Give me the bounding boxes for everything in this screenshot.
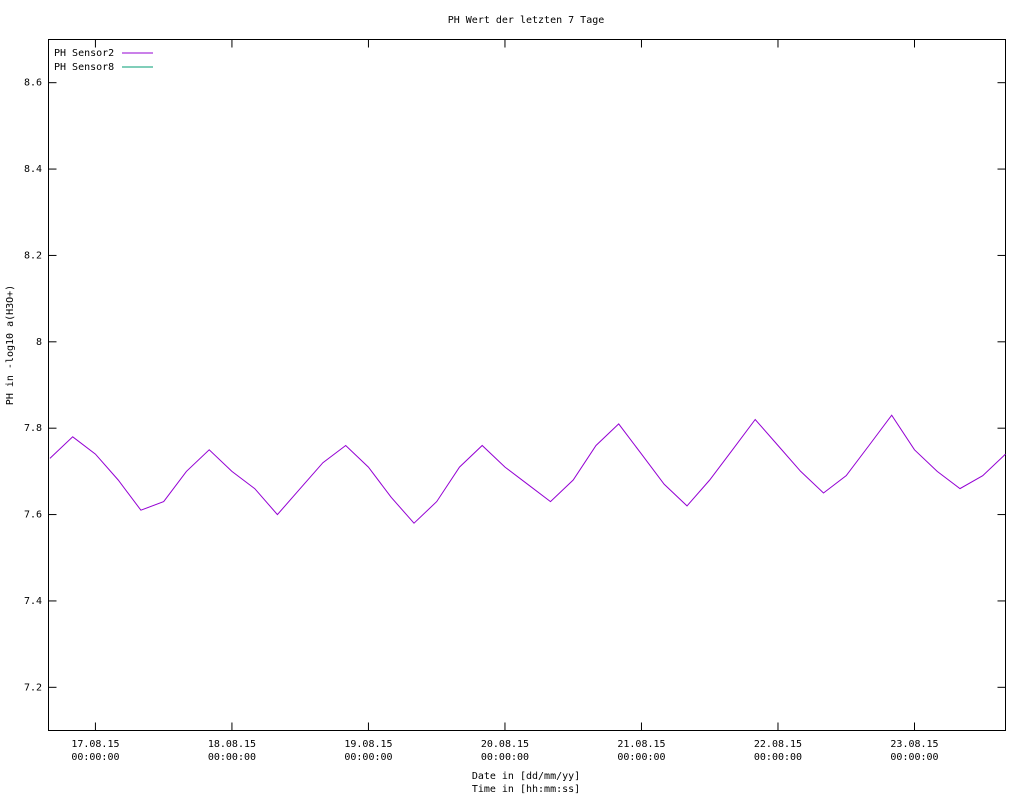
- x-tick-label: 00:00:00: [890, 752, 938, 763]
- x-axis-label: Date in [dd/mm/yy]: [472, 771, 580, 782]
- chart-title: PH Wert der letzten 7 Tage: [448, 15, 605, 26]
- x-tick-label: 17.08.15: [71, 739, 119, 750]
- x-tick-label: 23.08.15: [890, 739, 938, 750]
- data-line: [49, 414, 1006, 524]
- x-tick-label: 00:00:00: [208, 752, 256, 763]
- x-tick-label: 00:00:00: [754, 752, 802, 763]
- y-tick-label: 8.6: [24, 78, 42, 89]
- y-axis-label: PH in -log10 a(H3O+): [5, 285, 16, 405]
- x-tick-label: 18.08.15: [208, 739, 256, 750]
- x-tick-label: 00:00:00: [617, 752, 665, 763]
- x-tick-label: 19.08.15: [344, 739, 392, 750]
- x-tick-label: 00:00:00: [344, 752, 392, 763]
- x-tick-label: 00:00:00: [71, 752, 119, 763]
- legend-label: PH Sensor8: [54, 62, 114, 73]
- x-axis-label: Time in [hh:mm:ss]: [472, 784, 580, 795]
- y-tick-label: 7.2: [24, 682, 42, 693]
- y-tick-label: 8: [36, 337, 42, 348]
- x-tick-label: 20.08.15: [481, 739, 529, 750]
- x-tick-label: 21.08.15: [617, 739, 665, 750]
- x-tick-label: 00:00:00: [481, 752, 529, 763]
- y-tick-label: 7.6: [24, 510, 42, 521]
- y-tick-label: 8.4: [24, 164, 42, 175]
- y-tick-label: 7.4: [24, 596, 42, 607]
- x-tick-label: 22.08.15: [754, 739, 802, 750]
- plot-frame: [48, 39, 1006, 731]
- legend-label: PH Sensor2: [54, 48, 114, 59]
- y-tick-label: 8.2: [24, 250, 42, 261]
- y-tick-label: 7.8: [24, 423, 42, 434]
